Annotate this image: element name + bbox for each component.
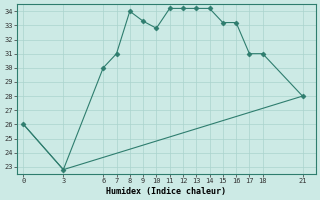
X-axis label: Humidex (Indice chaleur): Humidex (Indice chaleur) [106, 187, 226, 196]
